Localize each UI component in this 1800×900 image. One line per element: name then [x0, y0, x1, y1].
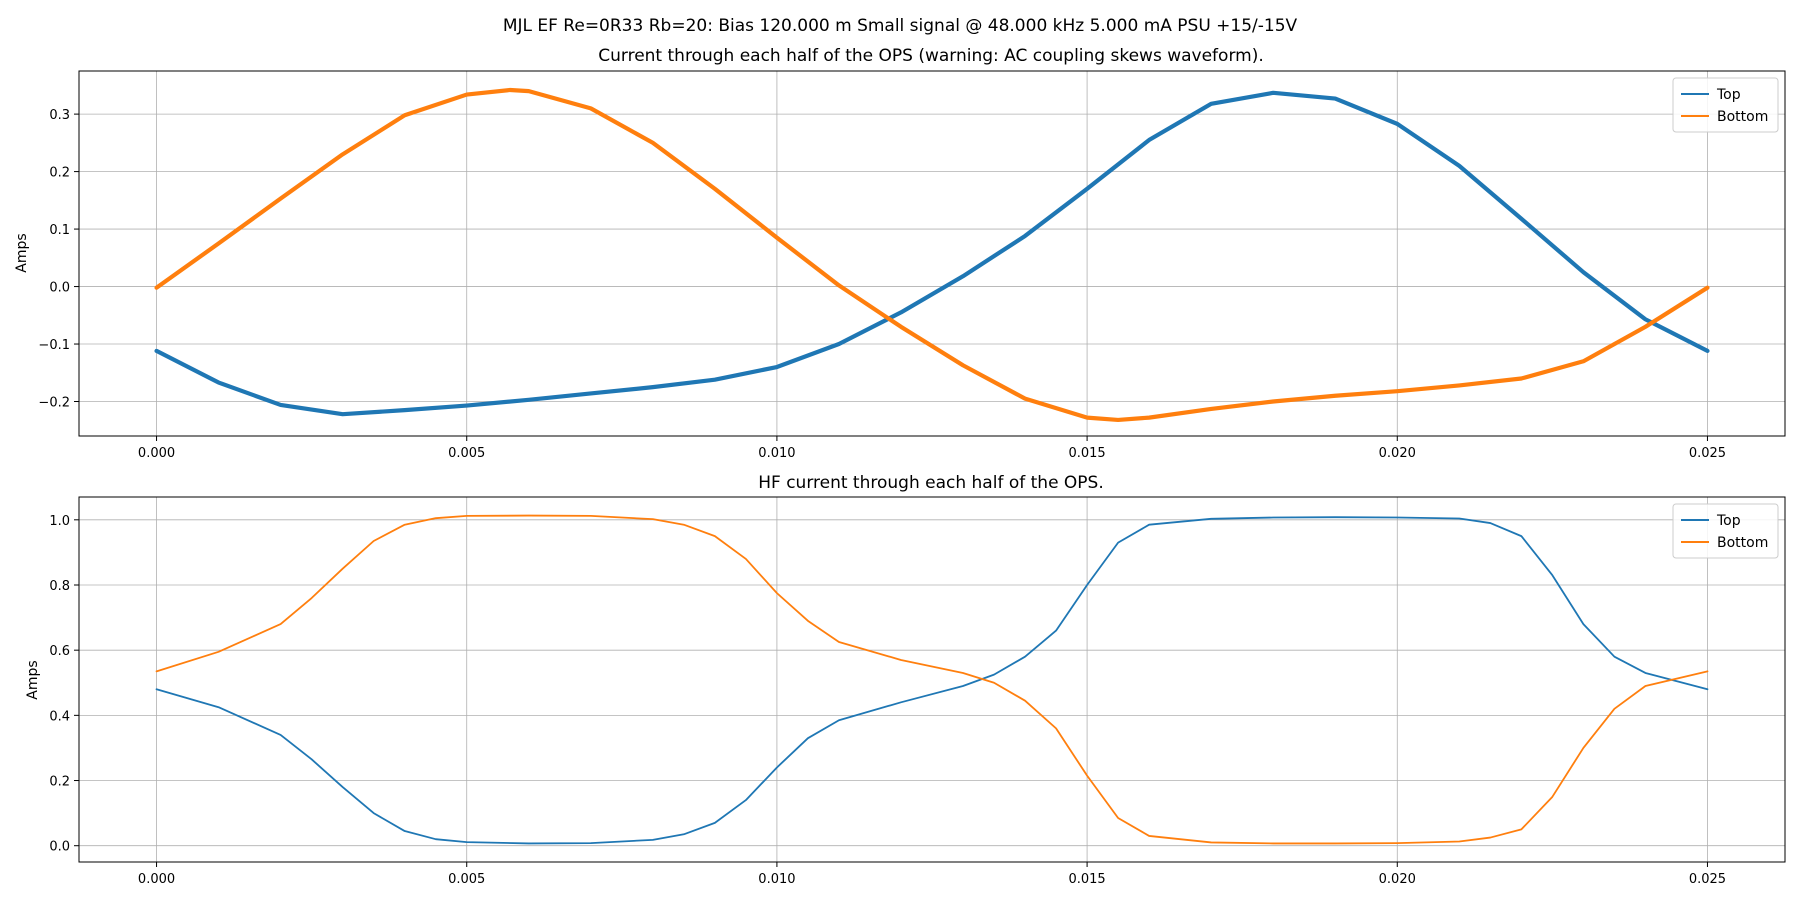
- bottom-chart-y-axis-label: Amps: [25, 660, 41, 699]
- bottom-chart-x-tick-label: 0.020: [1379, 872, 1416, 887]
- top-chart-legend: Top Bottom: [1672, 77, 1779, 133]
- top-chart-legend-label-top: Top: [1716, 87, 1741, 103]
- top-chart-x-tick-label: 0.015: [1068, 446, 1105, 461]
- bottom-chart-y-tick-label: 0.6: [49, 644, 70, 659]
- top-chart-x-tick-label: 0.025: [1689, 446, 1726, 461]
- bottom-chart-y-tick-label: 0.4: [49, 709, 70, 724]
- figure-suptitle: MJL EF Re=0R33 Rb=20: Bias 120.000 m Sma…: [503, 16, 1298, 36]
- top-chart-y-tick-label: 0.1: [49, 223, 70, 238]
- top-chart-y-tick-label: 0.2: [49, 166, 70, 181]
- bottom-chart-x-tick-label: 0.025: [1689, 872, 1726, 887]
- bottom-chart-legend: Top Bottom: [1672, 503, 1779, 559]
- top-chart-legend-label-bottom: Bottom: [1717, 109, 1768, 125]
- top-chart-legend-box: [1672, 77, 1779, 133]
- bottom-chart-legend-box: [1672, 503, 1779, 559]
- bottom-chart-y-tick-label: 1.0: [49, 514, 70, 529]
- bottom-chart-x-tick-label: 0.000: [138, 872, 175, 887]
- top-chart-y-axis-label: Amps: [14, 233, 30, 272]
- top-chart-y-tick-label: −0.2: [38, 396, 70, 411]
- top-chart-x-tick-label: 0.010: [758, 446, 795, 461]
- bottom-chart-axes-frame: [78, 496, 1786, 863]
- top-chart-title: Current through each half of the OPS (wa…: [598, 46, 1263, 66]
- bottom-chart-y-tick-label: 0.2: [49, 775, 70, 790]
- top-chart-x-tick-label: 0.005: [448, 446, 485, 461]
- bottom-chart-x-tick-label: 0.015: [1068, 872, 1105, 887]
- top-chart-plot-area: 0.000 0.005 0.010 0.015 0.020 0.025 −0.2 −0.1 0.…: [38, 70, 1786, 461]
- bottom-chart-plot-area: 0.000 0.005 0.010 0.015 0.020 0.025 0.0 0.2 0.4 0…: [49, 496, 1786, 887]
- bottom-chart-series-top-line: [155, 516, 1709, 845]
- top-chart-y-tick-label: 0.0: [49, 281, 70, 296]
- bottom-chart: HF current through each half of the OPS.…: [25, 473, 1786, 887]
- top-chart-x-tick-label: 0.000: [138, 446, 175, 461]
- top-chart-y-tick-label: 0.3: [49, 108, 70, 123]
- top-chart-x-tick-label: 0.020: [1379, 446, 1416, 461]
- bottom-chart-legend-label-bottom: Bottom: [1717, 535, 1768, 551]
- bottom-chart-x-tick-label: 0.005: [448, 872, 485, 887]
- bottom-chart-x-tick-label: 0.010: [758, 872, 795, 887]
- bottom-chart-y-tick-label: 0.8: [49, 579, 70, 594]
- bottom-chart-y-tick-label: 0.0: [49, 840, 70, 855]
- top-chart-series-bottom-line: [154, 87, 1710, 423]
- top-chart-y-tick-label: −0.1: [38, 338, 70, 353]
- bottom-chart-series-bottom-line: [155, 514, 1709, 845]
- top-chart-series-top-line: [154, 90, 1710, 417]
- bottom-chart-title: HF current through each half of the OPS.: [758, 473, 1104, 493]
- top-chart: Current through each half of the OPS (wa…: [14, 46, 1786, 461]
- top-chart-axes-frame: [78, 70, 1786, 437]
- bottom-chart-legend-label-top: Top: [1716, 513, 1741, 529]
